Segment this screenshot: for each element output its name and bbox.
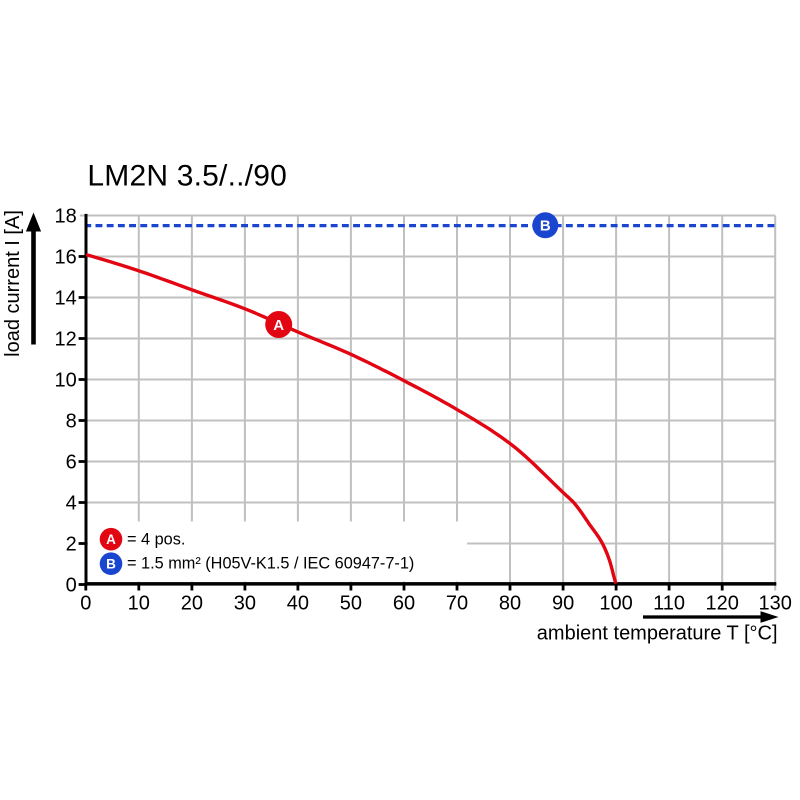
svg-text:= 1.5 mm² (H05V-K1.5 / IEC 609: = 1.5 mm² (H05V-K1.5 / IEC 60947-7-1) (127, 555, 414, 573)
svg-text:18: 18 (55, 205, 77, 227)
svg-text:20: 20 (181, 593, 203, 615)
svg-text:100: 100 (599, 593, 632, 615)
svg-text:4: 4 (66, 492, 77, 514)
svg-text:70: 70 (446, 593, 468, 615)
svg-text:LM2N 3.5/../90: LM2N 3.5/../90 (87, 159, 287, 192)
svg-text:2: 2 (66, 533, 77, 555)
svg-text:= 4 pos.: = 4 pos. (127, 531, 185, 549)
svg-text:60: 60 (393, 593, 415, 615)
svg-text:10: 10 (128, 593, 150, 615)
svg-text:6: 6 (66, 451, 77, 473)
svg-text:40: 40 (287, 593, 309, 615)
svg-text:30: 30 (234, 593, 256, 615)
svg-text:load current I [A]: load current I [A] (2, 210, 24, 357)
svg-text:50: 50 (340, 593, 362, 615)
svg-text:B: B (106, 557, 116, 572)
svg-text:80: 80 (499, 593, 521, 615)
svg-text:10: 10 (55, 369, 77, 391)
svg-text:110: 110 (653, 593, 685, 615)
svg-text:14: 14 (55, 287, 77, 309)
svg-text:8: 8 (66, 410, 77, 432)
svg-text:130: 130 (759, 593, 792, 615)
svg-text:ambient temperature T [°C]: ambient temperature T [°C] (537, 623, 778, 645)
svg-text:B: B (540, 218, 551, 235)
svg-text:A: A (106, 532, 116, 547)
svg-text:12: 12 (55, 328, 77, 350)
svg-text:0: 0 (66, 574, 77, 596)
svg-text:0: 0 (80, 593, 91, 615)
svg-text:A: A (273, 317, 284, 334)
svg-text:120: 120 (706, 593, 739, 615)
svg-text:16: 16 (55, 246, 77, 268)
svg-text:90: 90 (552, 593, 574, 615)
